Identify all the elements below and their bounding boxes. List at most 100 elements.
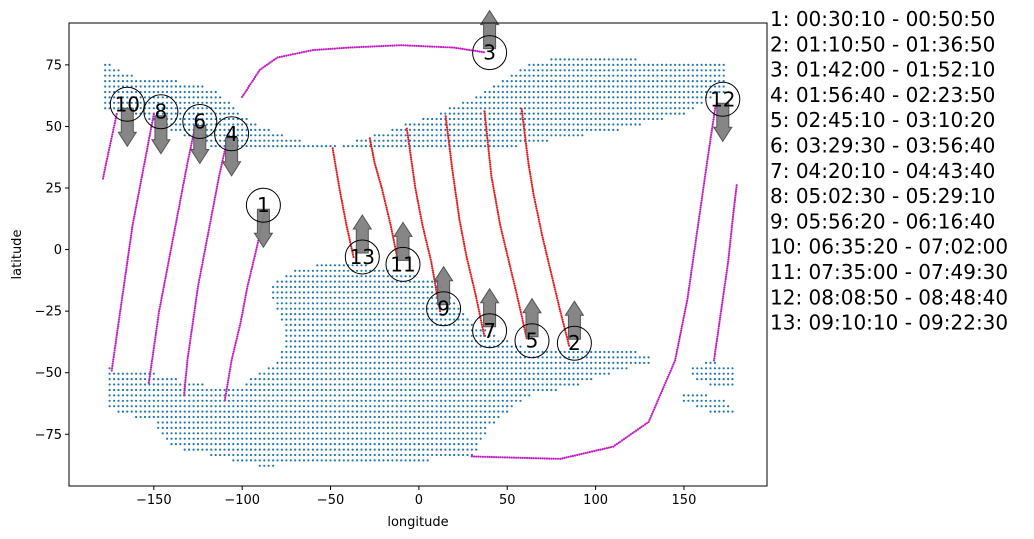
land-point — [298, 275, 301, 278]
land-point — [506, 372, 509, 375]
land-point — [426, 432, 429, 435]
land-point — [298, 291, 301, 294]
land-point — [523, 90, 527, 94]
land-point — [391, 421, 394, 424]
land-point — [219, 388, 222, 392]
land-point — [285, 318, 288, 321]
pass-track-point — [505, 252, 508, 255]
land-point — [329, 334, 332, 337]
land-point — [391, 443, 394, 446]
land-point — [625, 107, 628, 110]
land-point — [333, 361, 336, 364]
pass-track-point — [530, 181, 533, 184]
land-point — [373, 313, 376, 316]
land-point — [333, 421, 336, 424]
land-point — [457, 367, 460, 370]
land-point — [307, 356, 310, 359]
land-point — [373, 459, 376, 462]
land-point — [435, 345, 438, 348]
land-point — [492, 101, 496, 104]
pass-track-point — [407, 138, 410, 141]
pass-track-point — [237, 331, 240, 334]
land-point — [448, 443, 451, 446]
land-point — [515, 372, 518, 375]
land-point — [568, 80, 571, 83]
land-point — [166, 432, 169, 435]
land-point — [523, 350, 527, 354]
land-point — [355, 269, 359, 272]
pass-track-point — [414, 189, 417, 192]
land-point — [121, 405, 124, 408]
land-point — [342, 405, 345, 408]
land-point — [254, 378, 257, 381]
land-point — [585, 80, 588, 83]
land-point — [422, 285, 425, 289]
land-point — [188, 405, 191, 408]
land-point — [342, 340, 345, 343]
pass-track-point — [345, 223, 348, 226]
land-point — [364, 318, 367, 321]
land-point — [594, 96, 597, 99]
pass-track-point — [120, 299, 123, 302]
land-point — [426, 285, 429, 289]
pass-track-point — [508, 456, 511, 459]
land-point — [307, 329, 310, 332]
land-point — [444, 437, 447, 440]
land-point — [351, 356, 354, 359]
land-point — [263, 459, 266, 462]
land-point — [236, 432, 239, 435]
pass-track-point — [486, 141, 489, 144]
land-point — [444, 367, 447, 370]
pass-track-point — [416, 197, 419, 200]
pass-track-point — [626, 435, 629, 438]
land-point — [510, 361, 513, 364]
land-point — [598, 74, 602, 77]
pass-track-point — [156, 318, 159, 321]
land-point — [709, 80, 712, 83]
pass-track-point — [210, 213, 213, 216]
land-point — [347, 421, 350, 424]
land-point — [227, 101, 230, 104]
land-point — [236, 437, 239, 440]
land-point — [223, 432, 226, 435]
land-point — [550, 372, 553, 375]
land-point — [188, 128, 191, 131]
land-point — [188, 437, 191, 440]
land-point — [360, 334, 363, 337]
land-point — [342, 383, 345, 386]
land-point — [378, 291, 381, 294]
pass-track-point — [132, 217, 135, 220]
land-point — [196, 383, 200, 386]
land-point — [382, 280, 385, 283]
land-point — [285, 340, 288, 343]
land-point — [386, 334, 390, 337]
pass-track-point — [629, 433, 633, 436]
pass-track-point — [118, 314, 121, 317]
pass-track-point — [177, 207, 180, 211]
land-point — [214, 415, 217, 419]
pass-track-point — [370, 145, 373, 148]
land-point — [492, 356, 496, 359]
land-point — [333, 302, 336, 305]
land-point — [302, 296, 306, 299]
land-point — [457, 345, 460, 348]
land-point — [382, 350, 385, 354]
pass-track-point — [338, 186, 341, 190]
land-point — [408, 356, 412, 359]
pass-track-point — [472, 286, 475, 289]
land-point — [638, 80, 641, 83]
land-point — [302, 313, 306, 316]
land-point — [360, 415, 363, 419]
land-point — [479, 426, 482, 429]
land-point — [422, 367, 425, 370]
land-point — [669, 96, 672, 99]
land-point — [369, 383, 372, 386]
land-point — [439, 329, 443, 332]
land-point — [333, 426, 336, 429]
land-point — [386, 307, 390, 310]
pass-track-point — [676, 346, 679, 349]
land-point — [369, 399, 372, 402]
land-point — [638, 63, 641, 66]
pass-track-point — [375, 45, 378, 48]
pass-track-point — [484, 123, 487, 126]
